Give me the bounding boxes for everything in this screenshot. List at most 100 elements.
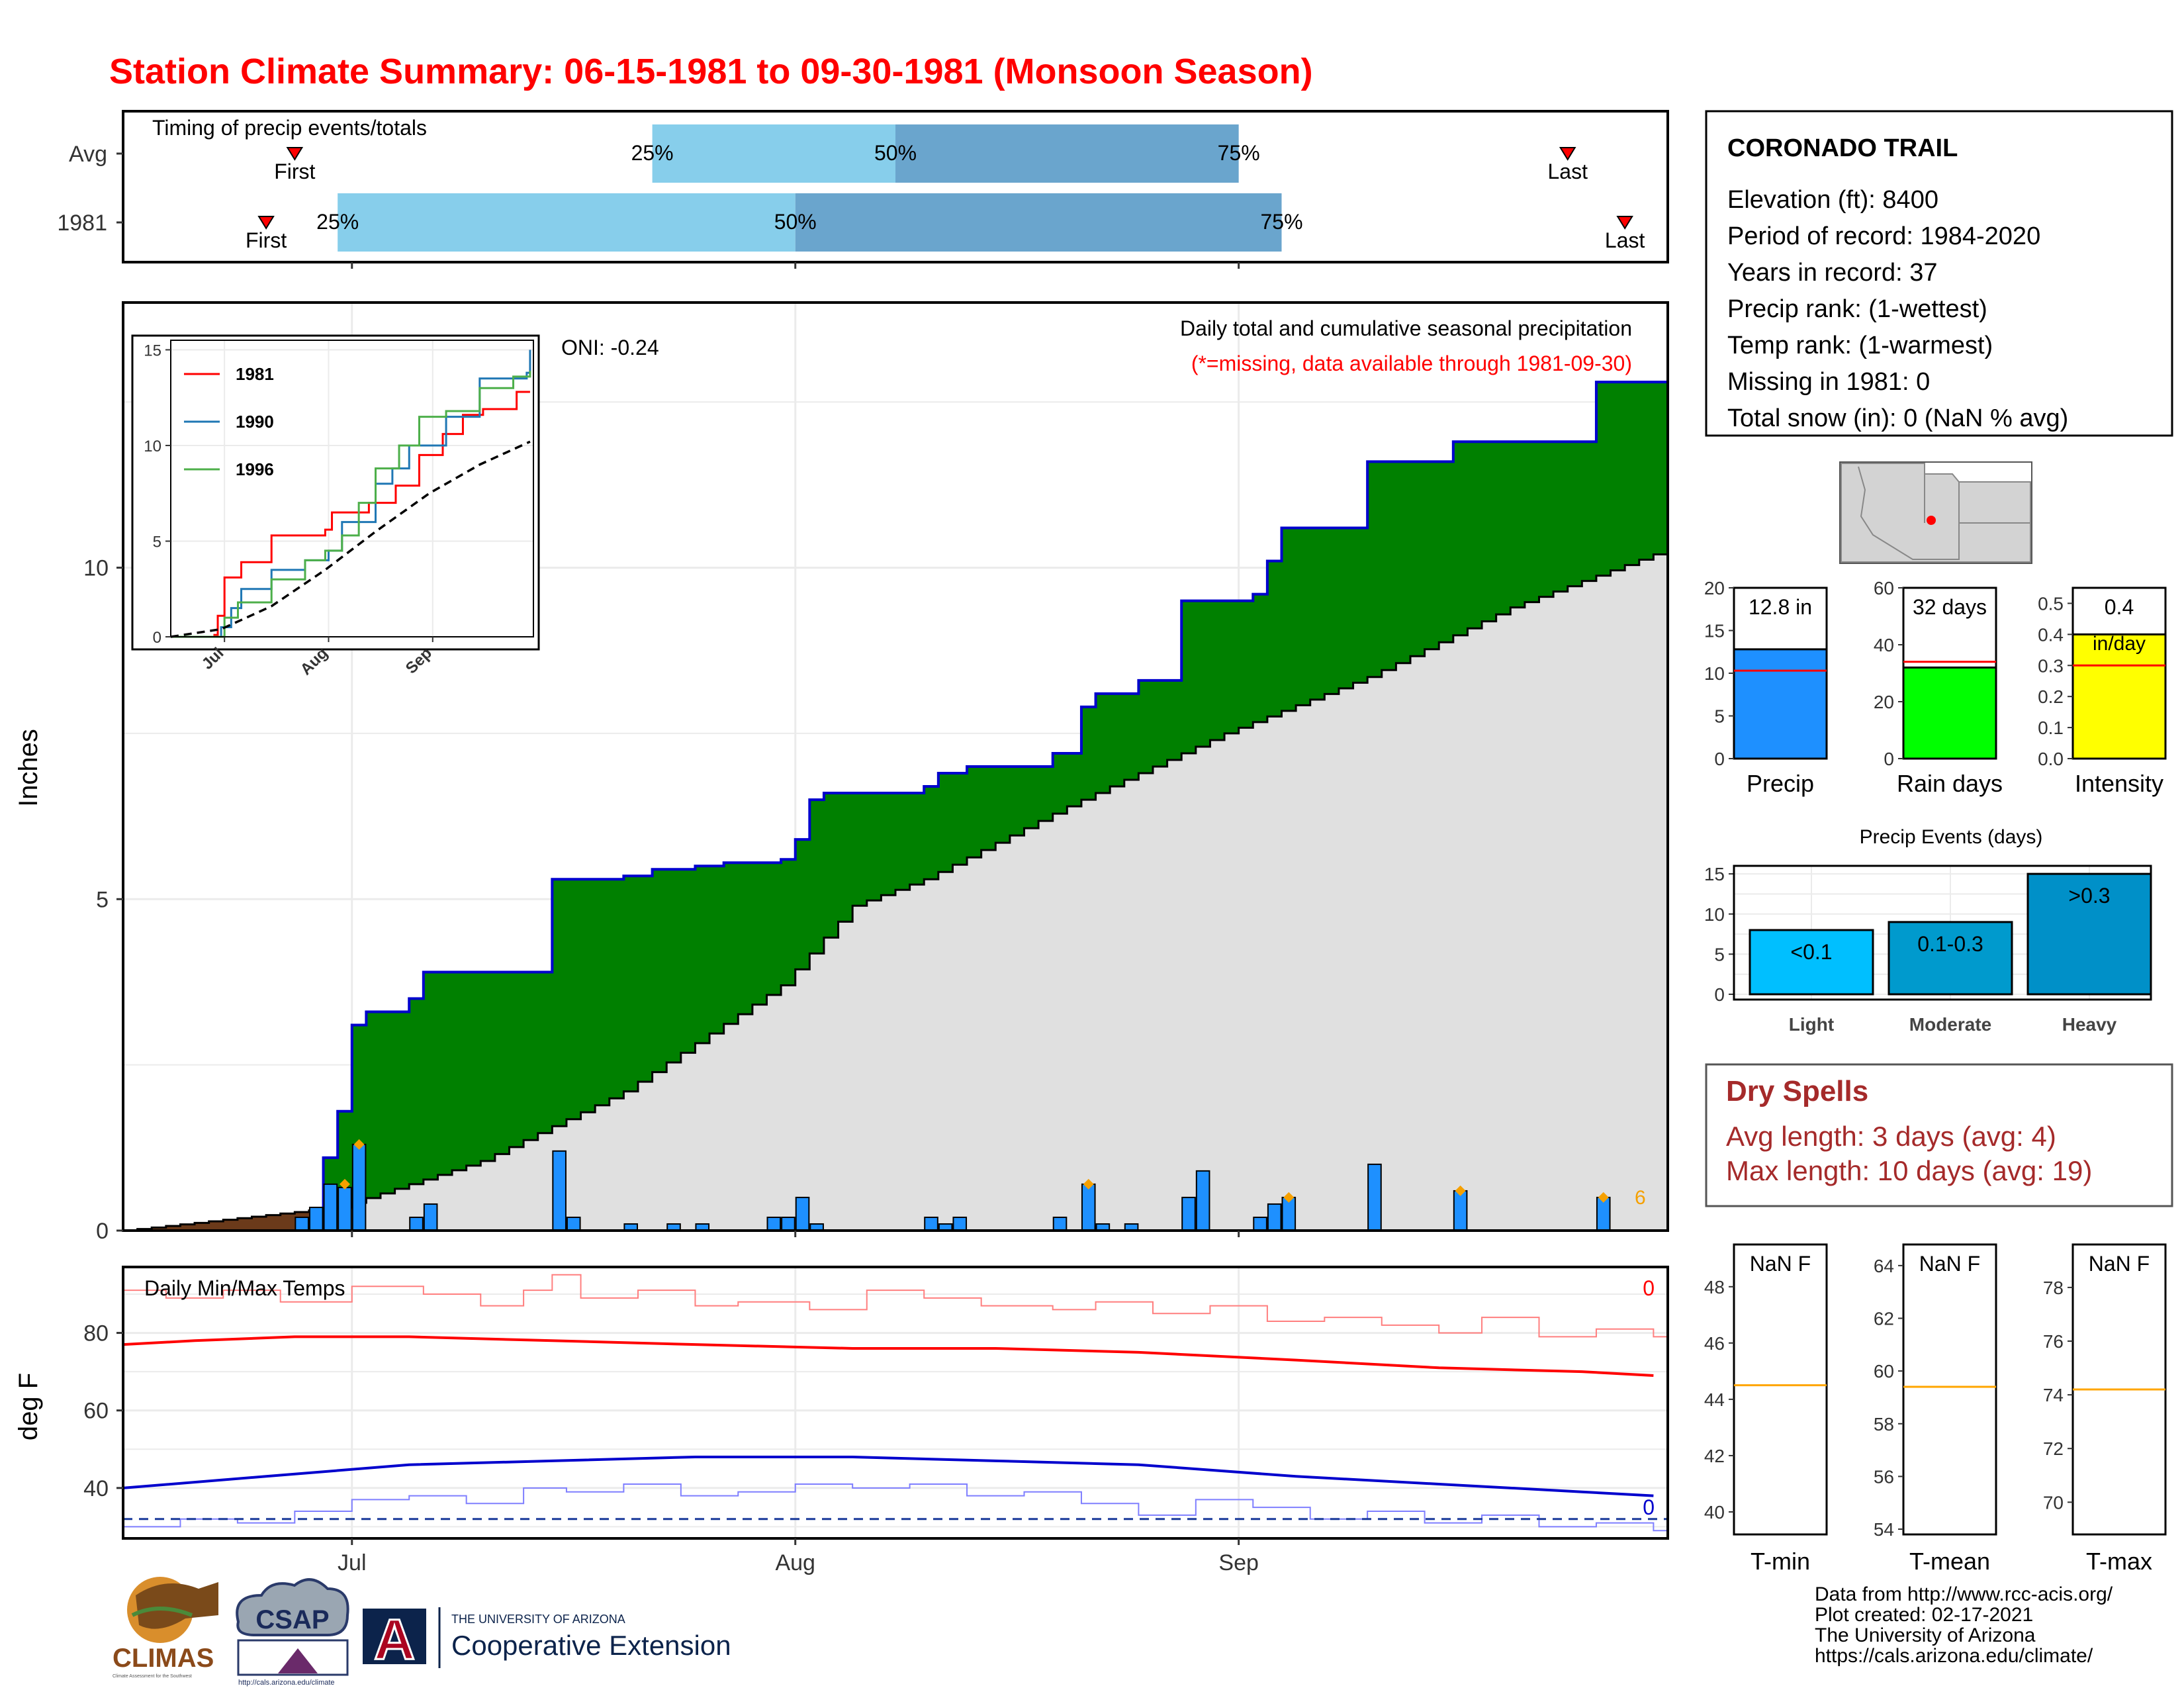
main-y-tick-label: 0	[96, 1219, 109, 1244]
temp-summary-y-tick-label: 42	[1704, 1446, 1725, 1466]
temp-x-tick-label: Sep	[1218, 1550, 1259, 1575]
temp-y-tick-label: 40	[83, 1476, 109, 1501]
events-y-tick-label: 0	[1714, 984, 1725, 1005]
location-map	[1839, 461, 2032, 564]
timing-q50-q75-bar	[895, 124, 1239, 183]
average-min-temp-line	[122, 1456, 1654, 1497]
climas-logo: CLIMAS Climate Assessment for the Southw…	[113, 1577, 218, 1679]
summary-bars: 12.8 in 0 5 10 15 20 Precip 32 days 0 20 40 60 Rain …	[1704, 578, 2167, 797]
missing-day-marker	[1283, 1192, 1295, 1203]
timing-q50-label: 50%	[874, 141, 917, 165]
inset-series-1981	[171, 391, 530, 638]
events-title: Precip Events (days)	[1860, 826, 2043, 848]
temp-summary-y-tick-label: 76	[2043, 1331, 2064, 1352]
missing-day-marker	[1083, 1178, 1094, 1190]
events-bar-label: <0.1	[1790, 940, 1832, 964]
daily-precip-bar	[924, 1216, 938, 1232]
summary-precip-label: Precip	[1747, 770, 1814, 797]
daily-precip-bar	[781, 1216, 796, 1232]
logos: CLIMAS Climate Assessment for the Southw…	[113, 1577, 731, 1687]
climas-land-mark	[136, 1582, 218, 1629]
temp-summary-y-tick-label: 56	[1874, 1466, 1894, 1487]
temperature-panel: 40 60 80 Daily Min/Max Temps 0 0 deg F Jul…	[14, 1266, 1669, 1575]
inset-series-1996	[171, 371, 531, 638]
temp-y-tick-label: 60	[83, 1399, 109, 1424]
timing-row-label: 1981	[57, 211, 107, 236]
summary-precip-y-tick-label: 10	[1704, 663, 1725, 684]
ua-a-mark: A	[374, 1608, 415, 1671]
timing-q25-q50-bar	[652, 124, 895, 183]
temp-summary-y-tick-label: 78	[2043, 1278, 2064, 1298]
temp-summary-label: T-max	[2086, 1548, 2152, 1575]
temp-summary-value-label: NaN F	[1919, 1252, 1980, 1276]
timing-first-label: First	[274, 160, 315, 183]
inset-outer-frame	[131, 334, 540, 651]
timing-last-marker	[1559, 147, 1576, 161]
csap-url: http://cals.arizona.edu/climate	[238, 1679, 335, 1687]
min-count-label: 0	[1643, 1495, 1655, 1519]
summary-intensity-label: Intensity	[2075, 770, 2163, 797]
summary-intensity-value-label: 0.4	[2105, 595, 2134, 619]
daily-precip-bar	[766, 1216, 782, 1232]
precip-events-chart: Precip Events (days) <0.1 Light 0.1-0.3 Mod…	[1704, 826, 2152, 1035]
ua-block	[363, 1609, 426, 1664]
summary-raindays-y-tick-label: 0	[1884, 749, 1894, 769]
events-bar-moderate	[1888, 921, 2013, 996]
daily-precip-bar	[1253, 1216, 1267, 1232]
precip-main-panel: 0 5 10 Daily total and cumulative seasonal…	[14, 301, 1669, 1244]
inset-average-line	[170, 440, 531, 638]
summary-raindays-y-tick-label: 20	[1874, 692, 1894, 712]
cumulative-1981-line	[123, 381, 1668, 1232]
summary-intensity-y-tick-label: 0.4	[2038, 624, 2064, 645]
observed-max-temp-line	[123, 1274, 1668, 1338]
temp-x-tick-label: Aug	[775, 1550, 815, 1575]
summary-raindays-y-tick-label: 40	[1874, 635, 1894, 655]
inset-y-tick-label: 0	[153, 629, 161, 647]
daily-precip-bar	[351, 1143, 367, 1232]
inset-legend-label: 1996	[236, 459, 274, 479]
events-bar-label: >0.3	[2068, 884, 2110, 908]
daily-precip-bar	[1195, 1170, 1210, 1232]
temp-summary-y-tick-label: 60	[1874, 1361, 1894, 1382]
dry-spells-frame	[1705, 1063, 2173, 1207]
daily-precip-bar	[409, 1216, 424, 1232]
observed-min-temp-line	[123, 1483, 1668, 1532]
dry-spells-title: Dry Spells	[1726, 1075, 1868, 1107]
above-average-area	[123, 382, 1668, 1231]
csap-logo: CSAP http://cals.arizona.edu/climate	[236, 1578, 349, 1687]
station-name: CORONADO TRAIL	[1727, 134, 1958, 162]
station-info-line: Missing in 1981: 0	[1727, 368, 1930, 396]
daily-precip-bar	[1181, 1196, 1196, 1232]
missing-day-marker	[1598, 1192, 1609, 1203]
timing-first-marker	[257, 216, 275, 230]
daily-precip-bar	[323, 1183, 338, 1232]
inset-y-tick-label: 10	[144, 438, 161, 455]
temp-summary-y-tick-label: 44	[1704, 1389, 1725, 1410]
ua-university-line: THE UNIVERSITY OF ARIZONA	[451, 1613, 625, 1626]
timing-last-marker	[1616, 216, 1633, 230]
csap-wordmark: CSAP	[255, 1605, 329, 1634]
station-info-line: Precip rank: (1-wettest)	[1727, 295, 1987, 323]
events-category-label: Moderate	[1909, 1014, 1991, 1035]
temp-summary-y-tick-label: 40	[1704, 1502, 1725, 1523]
temp-chart-title: Daily Min/Max Temps	[144, 1276, 345, 1300]
temp-x-tick-label: Jul	[338, 1550, 366, 1575]
station-info-box: CORONADO TRAIL Elevation (ft): 8400 Perio…	[1705, 110, 2173, 437]
main-panel-frame	[122, 301, 1669, 1232]
missing-day-marker	[1455, 1185, 1466, 1196]
inset-legend-label: 1990	[236, 412, 274, 432]
daily-precip-bar	[423, 1203, 438, 1232]
daily-precip-bar	[566, 1216, 581, 1232]
average-cumulative-line	[123, 553, 1668, 1232]
station-info-line: Elevation (ft): 8400	[1727, 186, 1938, 214]
timing-q50-label: 50%	[774, 210, 817, 234]
inset-plot-frame	[170, 340, 534, 637]
summary-intensity-unit-label: in/day	[2093, 633, 2146, 655]
events-bar-label: 0.1-0.3	[1917, 932, 1983, 956]
summary-intensity-y-tick-label: 0.0	[2038, 749, 2064, 769]
main-y-tick-label: 5	[96, 887, 109, 912]
map-borders	[1858, 463, 2030, 560]
main-y-label: Inches	[14, 729, 43, 807]
summary-intensity-y-tick-label: 0.2	[2038, 686, 2064, 707]
